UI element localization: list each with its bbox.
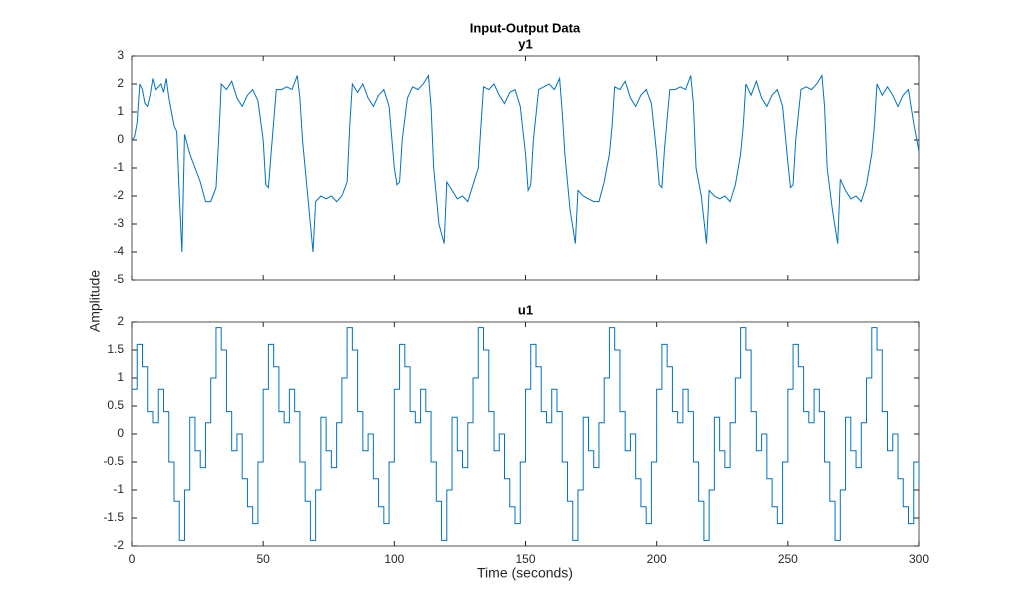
series-line: [132, 327, 920, 541]
y-tick-label: -2: [113, 538, 124, 552]
y-tick-label: 0.5: [107, 398, 124, 412]
chart-title: Input-Output Data: [470, 20, 581, 35]
y-tick-label: -4: [113, 244, 124, 258]
y-tick-label: -1.5: [103, 510, 124, 524]
y-tick-label: 0: [117, 426, 124, 440]
y-axis-label: Amplitude: [87, 270, 103, 332]
subplot-title: u1: [518, 302, 533, 317]
x-tick-label: 0: [129, 552, 136, 566]
x-tick-label: 250: [778, 552, 798, 566]
y-tick-label: 1: [117, 104, 124, 118]
x-tick-label: 300: [909, 552, 929, 566]
series-line: [131, 74, 920, 253]
y-tick-label: 1: [117, 370, 124, 384]
y-tick-label: -1: [113, 160, 124, 174]
y-tick-label: -5: [113, 272, 124, 286]
y-tick-label: 1.5: [107, 342, 124, 356]
y-tick-label: 2: [117, 76, 124, 90]
y-tick-label: -1: [113, 482, 124, 496]
subplot-title: y1: [518, 36, 532, 51]
y-tick-label: 3: [117, 48, 124, 62]
y-tick-label: -3: [113, 216, 124, 230]
x-tick-label: 50: [256, 552, 270, 566]
x-axis-label: Time (seconds): [477, 565, 573, 581]
y-tick-label: 0: [117, 132, 124, 146]
y-tick-label: 2: [117, 314, 124, 328]
x-tick-label: 100: [384, 552, 404, 566]
x-tick-label: 200: [647, 552, 667, 566]
x-tick-label: 150: [515, 552, 535, 566]
y-tick-label: -0.5: [103, 454, 124, 468]
y-tick-label: -2: [113, 188, 124, 202]
